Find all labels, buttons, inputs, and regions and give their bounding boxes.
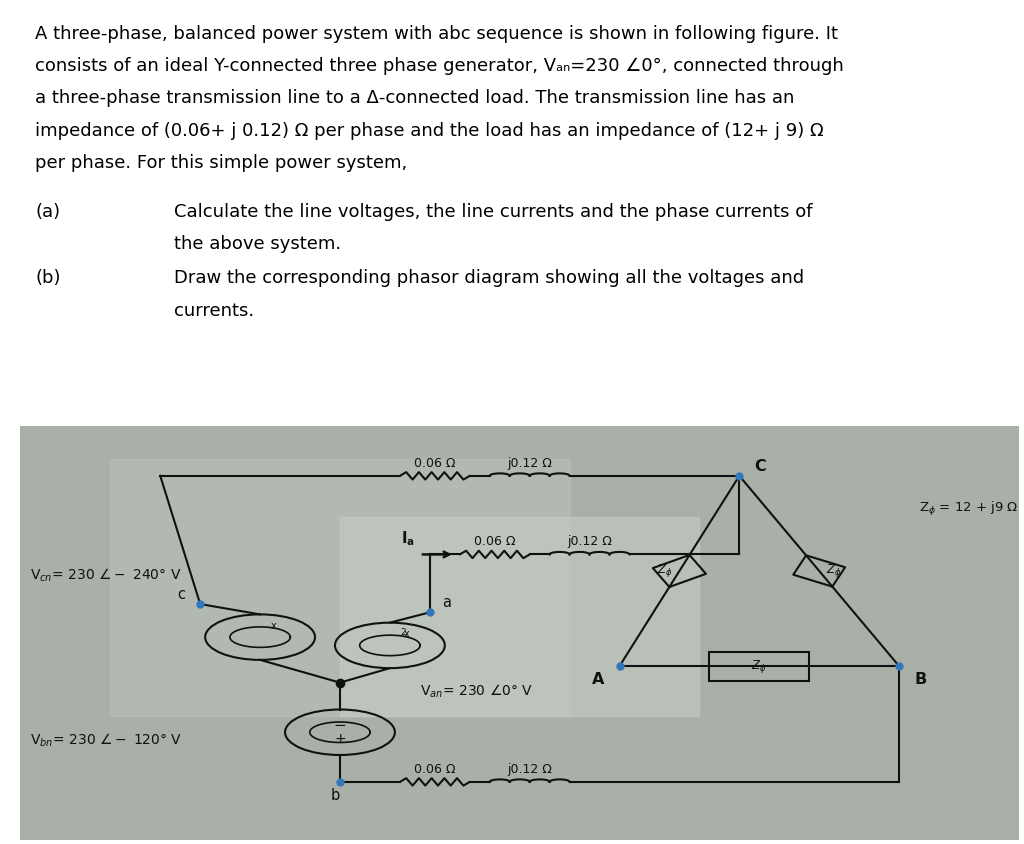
Bar xyxy=(111,459,569,716)
Text: x: x xyxy=(271,621,276,630)
Text: (a): (a) xyxy=(36,203,60,221)
Text: a: a xyxy=(441,595,451,610)
Text: Draw the corresponding phasor diagram showing all the voltages and: Draw the corresponding phasor diagram sh… xyxy=(174,269,805,288)
Text: impedance of (0.06+ j 0.12) Ω per phase and the load has an impedance of (12+ j : impedance of (0.06+ j 0.12) Ω per phase … xyxy=(36,122,824,140)
Text: c: c xyxy=(177,587,185,602)
Text: j0.12 Ω: j0.12 Ω xyxy=(507,457,552,469)
Text: V$_{cn}$= 230 $\angle-$ 240° V: V$_{cn}$= 230 $\angle-$ 240° V xyxy=(31,566,182,584)
Text: A three-phase, balanced power system with abc sequence is shown in following fig: A three-phase, balanced power system wit… xyxy=(36,25,839,43)
Text: +: + xyxy=(334,732,346,746)
Text: $\mathbf{I_a}$: $\mathbf{I_a}$ xyxy=(401,529,415,549)
Text: 0.06 Ω: 0.06 Ω xyxy=(414,457,456,469)
Text: Z$_\phi$: Z$_\phi$ xyxy=(656,562,672,580)
Text: C: C xyxy=(755,459,766,473)
Text: A: A xyxy=(592,673,604,687)
Text: a three-phase transmission line to a Δ-connected load. The transmission line has: a three-phase transmission line to a Δ-c… xyxy=(36,89,795,107)
Text: V$_{an}$= 230 $\angle$0° V: V$_{an}$= 230 $\angle$0° V xyxy=(420,682,532,700)
Text: consists of an ideal Y-connected three phase generator, Vₐₙ=230 ∠0°, connected t: consists of an ideal Y-connected three p… xyxy=(36,57,844,75)
Bar xyxy=(340,517,699,716)
Text: 0.06 Ω: 0.06 Ω xyxy=(414,763,456,776)
Text: x: x xyxy=(403,629,410,639)
Text: the above system.: the above system. xyxy=(174,235,342,253)
Text: Calculate the line voltages, the line currents and the phase currents of: Calculate the line voltages, the line cu… xyxy=(174,203,813,221)
Text: j0.12 Ω: j0.12 Ω xyxy=(567,535,612,549)
Text: (b): (b) xyxy=(36,269,60,288)
Text: j0.12 Ω: j0.12 Ω xyxy=(507,763,552,776)
Text: b: b xyxy=(331,788,340,803)
Text: B: B xyxy=(914,673,927,687)
Text: Z$_\phi$ = 12 + j9 $\Omega$: Z$_\phi$ = 12 + j9 $\Omega$ xyxy=(920,500,1019,518)
Text: 0.06 Ω: 0.06 Ω xyxy=(474,535,515,549)
Text: −: − xyxy=(334,718,346,733)
Text: Z$_\phi$: Z$_\phi$ xyxy=(752,657,767,674)
Text: Z$_\phi$: Z$_\phi$ xyxy=(826,562,842,580)
Text: V$_{bn}$= 230 $\angle-$ 120° V: V$_{bn}$= 230 $\angle-$ 120° V xyxy=(31,732,183,749)
Text: 2: 2 xyxy=(400,629,407,637)
Text: per phase. For this simple power system,: per phase. For this simple power system, xyxy=(36,154,408,172)
Bar xyxy=(710,652,809,680)
Text: currents.: currents. xyxy=(174,301,255,320)
